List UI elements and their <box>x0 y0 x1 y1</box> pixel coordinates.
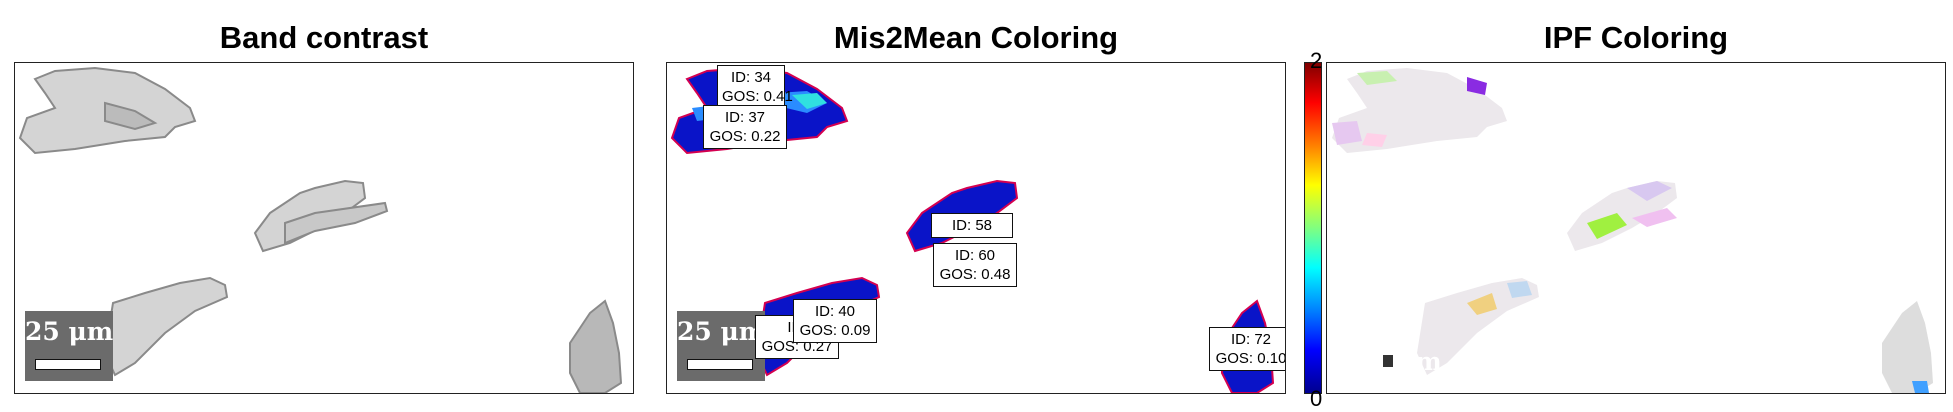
colorbar-max-label: 2 <box>1310 48 1322 74</box>
band-contrast-title: Band contrast <box>14 18 634 58</box>
scale-bar-line <box>687 359 753 370</box>
grain-label-40: ID: 40 GOS: 0.09 <box>793 299 877 343</box>
grain <box>1882 301 1933 393</box>
ipf-panel: μm <box>1326 62 1946 394</box>
grain-label-34: ID: 34 GOS: 0.41 <box>717 65 785 109</box>
mis2mean-title: Mis2Mean Coloring <box>666 18 1286 58</box>
colorbar-min-label: 0 <box>1310 386 1322 412</box>
scale-bar-label: 25 μm <box>677 317 765 346</box>
scale-bar-label: 25 μm <box>25 317 113 346</box>
mis2mean-panel: 25 μm ID: 34 GOS: 0.41 ID: 37 GOS: 0.22 ID… <box>666 62 1286 394</box>
ipf-title: IPF Coloring <box>1326 18 1946 58</box>
grain-label-58: ID: 58 <box>931 213 1013 238</box>
scale-bar-line <box>35 359 101 370</box>
ipf-scale-bar-label: μm <box>1397 347 1442 376</box>
scale-bar: 25 μm <box>25 311 113 381</box>
ipf-grains <box>1327 63 1946 394</box>
grain-label-72: ID: 72 GOS: 0.10 <box>1209 327 1286 371</box>
grain <box>105 278 227 375</box>
colorbar <box>1304 62 1322 394</box>
grain <box>570 301 621 393</box>
grain-label-37: ID: 37 GOS: 0.22 <box>703 105 787 149</box>
band-contrast-panel: 25 μm <box>14 62 634 394</box>
grain-label-60: ID: 60 GOS: 0.48 <box>933 243 1017 287</box>
scale-bar: 25 μm <box>677 311 765 381</box>
